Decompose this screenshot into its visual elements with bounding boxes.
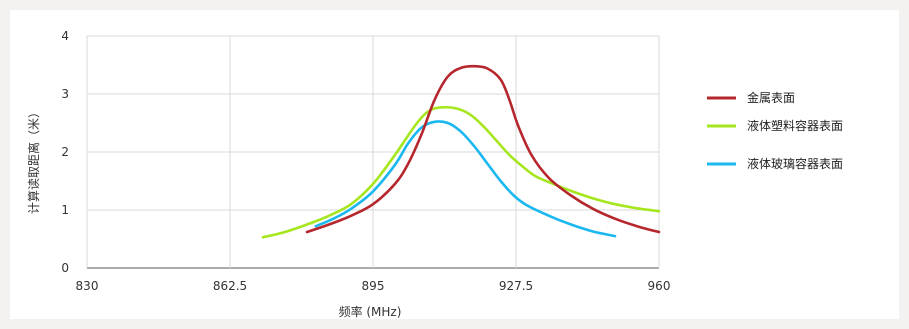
y-tick-label: 3 [61, 87, 69, 101]
x-tick-label: 895 [362, 279, 385, 293]
legend-label: 液体玻璃容器表面 [747, 156, 843, 171]
y-tick-label: 4 [61, 29, 69, 43]
x-tick-label: 862.5 [213, 279, 247, 293]
series-line-2 [261, 105, 661, 239]
x-tick-label: 830 [76, 279, 99, 293]
x-axis-label: 频率 (MHz) [339, 304, 402, 319]
y-tick-label: 0 [61, 261, 69, 275]
x-tick-label: 960 [648, 279, 671, 293]
x-tick-label: 927.5 [499, 279, 533, 293]
legend-label: 液体塑料容器表面 [747, 118, 843, 133]
grid-lines [86, 35, 660, 269]
y-axis-ticks: 0 1 2 3 4 [61, 29, 69, 275]
y-axis-label: 计算读取距离（米） [26, 106, 41, 214]
series-line-3 [314, 120, 617, 238]
legend-label: 金属表面 [747, 90, 795, 105]
x-axis-ticks: 830 862.5 895 927.5 960 [76, 279, 671, 293]
series-lines [261, 64, 661, 239]
y-tick-label: 2 [61, 145, 69, 159]
y-tick-label: 1 [61, 203, 69, 217]
series-line-1 [305, 64, 661, 234]
